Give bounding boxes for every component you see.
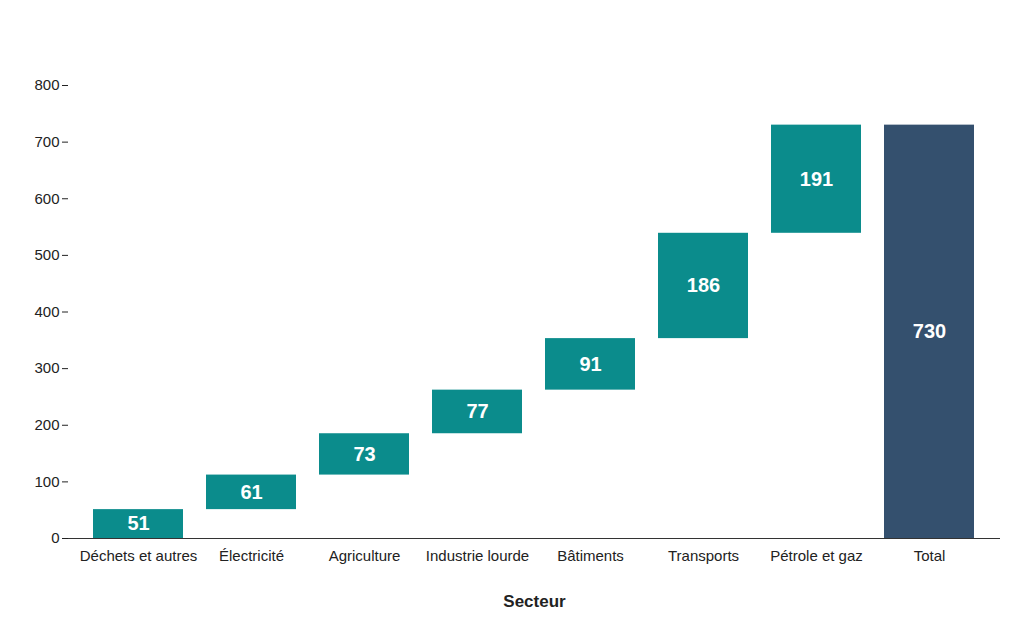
svg-text:400: 400 xyxy=(34,303,59,320)
svg-text:730: 730 xyxy=(913,320,946,342)
svg-text:700: 700 xyxy=(34,133,59,150)
svg-text:100: 100 xyxy=(34,473,59,490)
svg-text:73: 73 xyxy=(353,443,375,465)
svg-text:Agriculture: Agriculture xyxy=(329,547,401,564)
svg-text:61: 61 xyxy=(240,481,262,503)
svg-text:Transports: Transports xyxy=(668,547,739,564)
svg-text:191: 191 xyxy=(800,168,833,190)
svg-text:Secteur: Secteur xyxy=(503,592,566,611)
svg-text:51: 51 xyxy=(127,512,149,534)
svg-text:200: 200 xyxy=(34,416,59,433)
svg-text:186: 186 xyxy=(687,274,720,296)
svg-text:Déchets et autres: Déchets et autres xyxy=(80,547,198,564)
svg-text:500: 500 xyxy=(34,246,59,263)
svg-text:800: 800 xyxy=(34,76,59,93)
svg-text:Pétrole et gaz: Pétrole et gaz xyxy=(770,547,863,564)
svg-text:91: 91 xyxy=(579,353,601,375)
svg-text:Total: Total xyxy=(914,547,946,564)
svg-text:0: 0 xyxy=(51,529,59,546)
svg-text:300: 300 xyxy=(34,359,59,376)
html-text:Émissions de gaz à effet de se: Émissions de gaz à effet de serre (en Mt… xyxy=(14,9,283,50)
svg-text:Bâtiments: Bâtiments xyxy=(557,547,624,564)
svg-text:Industrie lourde: Industrie lourde xyxy=(426,547,529,564)
svg-text:Électricité: Électricité xyxy=(219,547,284,564)
svg-text:600: 600 xyxy=(34,190,59,207)
svg-text:77: 77 xyxy=(466,400,488,422)
